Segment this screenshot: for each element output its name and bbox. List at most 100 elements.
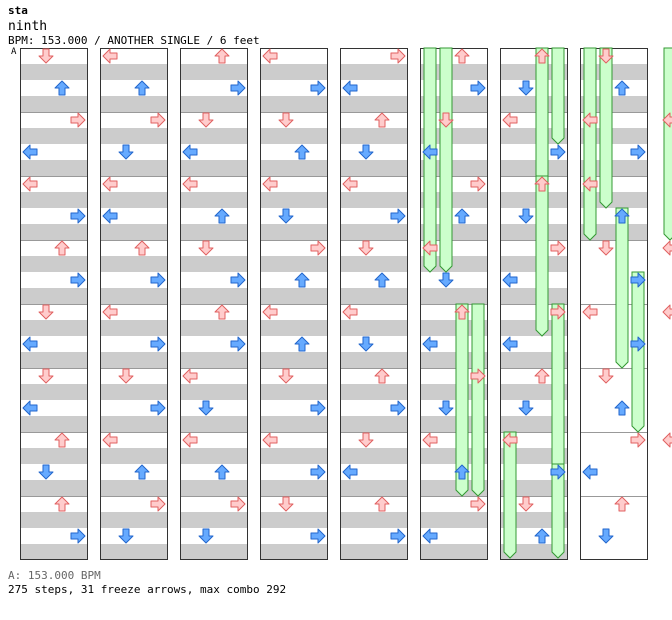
freeze-arrow	[503, 431, 517, 559]
beat-band	[421, 416, 487, 432]
up-arrow-icon	[534, 48, 550, 64]
beat-band	[21, 480, 87, 496]
beat-band	[341, 480, 407, 496]
right-arrow-icon	[470, 80, 486, 96]
down-arrow-icon	[278, 208, 294, 224]
beat-band	[21, 448, 87, 464]
beat-band	[501, 96, 567, 112]
beat-band	[341, 64, 407, 80]
beat-band	[21, 320, 87, 336]
left-arrow-icon	[422, 336, 438, 352]
down-arrow-icon	[518, 208, 534, 224]
left-arrow-icon	[262, 304, 278, 320]
beat-band	[421, 192, 487, 208]
beat-band	[181, 192, 247, 208]
left-arrow-icon	[102, 304, 118, 320]
right-arrow-icon	[150, 400, 166, 416]
down-arrow-icon	[598, 528, 614, 544]
left-arrow-icon	[662, 304, 672, 320]
beat-band	[21, 512, 87, 528]
beat-band	[261, 96, 327, 112]
right-arrow-icon	[630, 336, 646, 352]
left-arrow-icon	[22, 144, 38, 160]
down-arrow-icon	[438, 112, 454, 128]
beat-band	[101, 384, 167, 400]
right-arrow-icon	[390, 48, 406, 64]
freeze-body	[455, 303, 469, 497]
down-arrow-icon	[598, 48, 614, 64]
beat-band	[421, 256, 487, 272]
up-arrow-icon	[534, 528, 550, 544]
left-arrow-icon	[662, 112, 672, 128]
freeze-body	[535, 175, 549, 337]
chart-info: BPM: 153.000 / ANOTHER SINGLE / 6 feet	[8, 34, 260, 47]
beat-band	[21, 288, 87, 304]
beat-band	[21, 544, 87, 560]
beat-band	[501, 480, 567, 496]
right-arrow-icon	[470, 496, 486, 512]
left-arrow-icon	[262, 176, 278, 192]
right-arrow-icon	[70, 112, 86, 128]
beat-band	[501, 384, 567, 400]
column-border	[180, 48, 248, 560]
freeze-body	[423, 47, 437, 273]
beat-band	[421, 320, 487, 336]
chart-stats: 275 steps, 31 freeze arrows, max combo 2…	[8, 583, 287, 596]
down-arrow-icon	[198, 400, 214, 416]
up-arrow-icon	[374, 112, 390, 128]
beat-band	[261, 192, 327, 208]
left-arrow-icon	[182, 368, 198, 384]
right-arrow-icon	[150, 336, 166, 352]
beat-band	[501, 128, 567, 144]
beat-band	[341, 320, 407, 336]
beat-band	[581, 64, 647, 80]
left-arrow-icon	[502, 336, 518, 352]
up-arrow-icon	[534, 368, 550, 384]
beat-band	[181, 416, 247, 432]
down-arrow-icon	[118, 144, 134, 160]
right-arrow-icon	[230, 336, 246, 352]
up-arrow-icon	[614, 208, 630, 224]
up-arrow-icon	[54, 80, 70, 96]
beat-band	[421, 128, 487, 144]
beat-band	[341, 256, 407, 272]
beat-band	[101, 352, 167, 368]
left-arrow-icon	[582, 464, 598, 480]
freeze-body	[503, 431, 517, 559]
up-arrow-icon	[534, 176, 550, 192]
beat-band	[181, 384, 247, 400]
down-arrow-icon	[118, 368, 134, 384]
beat-band	[581, 160, 647, 176]
freeze-body	[615, 207, 629, 369]
up-arrow-icon	[294, 336, 310, 352]
beat-band	[341, 160, 407, 176]
freeze-arrow	[551, 47, 565, 145]
beat-band	[421, 64, 487, 80]
right-arrow-icon	[630, 432, 646, 448]
beat-band	[101, 448, 167, 464]
beat-band	[341, 544, 407, 560]
left-arrow-icon	[262, 432, 278, 448]
down-arrow-icon	[358, 336, 374, 352]
beat-band	[101, 64, 167, 80]
up-arrow-icon	[134, 464, 150, 480]
beat-band	[341, 352, 407, 368]
beat-band	[101, 128, 167, 144]
freeze-arrow	[455, 303, 469, 497]
beat-band	[21, 224, 87, 240]
left-arrow-icon	[422, 144, 438, 160]
down-arrow-icon	[358, 432, 374, 448]
freeze-arrow	[599, 47, 613, 209]
beat-band	[581, 128, 647, 144]
up-arrow-icon	[214, 304, 230, 320]
freeze-arrow	[439, 47, 453, 273]
beat-band	[181, 64, 247, 80]
up-arrow-icon	[54, 432, 70, 448]
beat-band	[261, 320, 327, 336]
right-arrow-icon	[470, 368, 486, 384]
left-arrow-icon	[102, 176, 118, 192]
beat-band	[341, 448, 407, 464]
right-arrow-icon	[550, 464, 566, 480]
up-arrow-icon	[294, 272, 310, 288]
